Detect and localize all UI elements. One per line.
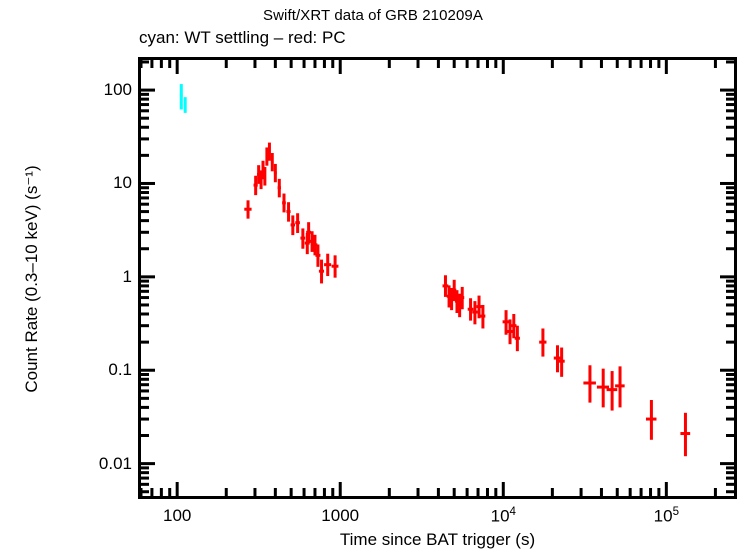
chart-subtitle: cyan: WT settling – red: PC xyxy=(139,28,346,47)
data-point xyxy=(300,228,306,249)
x-tick-label: 100 xyxy=(162,506,192,525)
data-point xyxy=(606,371,618,411)
data-point xyxy=(282,193,286,213)
axis-ticks xyxy=(139,60,734,496)
data-point xyxy=(645,400,657,440)
data-point xyxy=(244,200,252,219)
data-point xyxy=(442,275,449,297)
data-point xyxy=(467,298,474,321)
chart-title: Swift/XRT data of GRB 210209A xyxy=(263,7,483,24)
x-axis-label: Time since BAT trigger (s) xyxy=(339,530,536,549)
x-tick-label: 1000 xyxy=(321,506,360,525)
data-point xyxy=(277,178,281,198)
y-tick-label: 100 xyxy=(103,80,132,100)
data-point xyxy=(290,215,296,236)
data-point xyxy=(306,222,312,244)
data-point xyxy=(539,328,547,357)
data-point xyxy=(507,319,513,345)
x-tick-label: 105 xyxy=(653,506,679,526)
data-points xyxy=(179,84,691,457)
data-point xyxy=(553,345,562,373)
y-tick-label: 0.01 xyxy=(98,453,132,473)
data-point xyxy=(510,314,517,339)
y-tick-label: 0.1 xyxy=(108,360,132,380)
data-point xyxy=(318,259,325,284)
data-point xyxy=(253,175,258,196)
data-point xyxy=(558,347,565,377)
data-point xyxy=(295,213,300,233)
data-point xyxy=(472,301,478,325)
data-point xyxy=(315,244,321,267)
data-point xyxy=(596,368,610,408)
data-point xyxy=(183,97,187,113)
data-point xyxy=(273,163,277,183)
data-point xyxy=(480,304,486,329)
data-point xyxy=(460,286,465,310)
data-point xyxy=(286,202,291,222)
data-point xyxy=(267,142,271,161)
y-tick-label: 10 xyxy=(113,173,132,193)
y-tick-label: 1 xyxy=(122,266,132,286)
data-point xyxy=(514,325,520,352)
data-point xyxy=(324,253,332,277)
data-point xyxy=(179,84,183,110)
data-point xyxy=(615,366,625,408)
data-point xyxy=(265,147,269,166)
data-point xyxy=(270,152,274,172)
data-point xyxy=(583,365,596,403)
data-point xyxy=(331,255,339,278)
data-point xyxy=(259,170,263,190)
x-tick-label: 104 xyxy=(490,506,516,526)
data-point xyxy=(263,167,267,186)
data-point xyxy=(502,310,510,335)
data-point xyxy=(476,295,482,319)
plot-frame xyxy=(138,57,737,499)
data-point xyxy=(680,412,691,457)
